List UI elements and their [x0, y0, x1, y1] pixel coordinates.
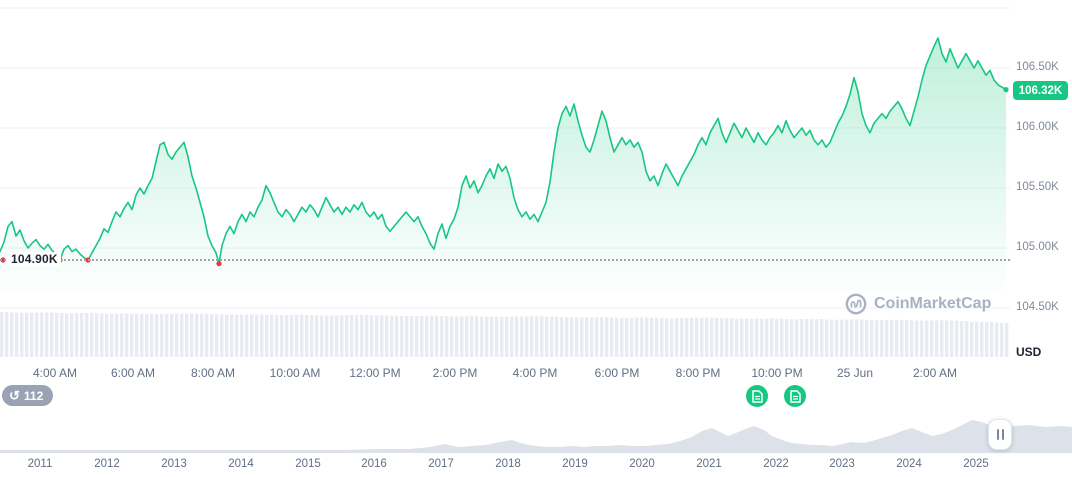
- time-label: 8:00 AM: [190, 366, 236, 380]
- year-label: 2012: [94, 458, 120, 470]
- year-label: 2011: [27, 458, 53, 470]
- document-icon: [751, 389, 763, 403]
- year-label: 2021: [696, 458, 722, 470]
- time-label: 6:00 AM: [110, 366, 156, 380]
- time-label: 25 Jun: [836, 366, 874, 380]
- document-icon: [789, 389, 801, 403]
- time-label: 10:00 PM: [751, 366, 803, 380]
- time-label: 2:00 AM: [912, 366, 958, 380]
- time-axis: 4:00 AM 6:00 AM 8:00 AM 10:00 AM 12:00 PM 2:0…: [0, 366, 1012, 382]
- history-icon: ↺: [9, 388, 20, 403]
- day-low-label: 104.90K: [8, 252, 61, 266]
- year-label: 2020: [629, 458, 655, 470]
- time-label: 6:00 PM: [594, 366, 640, 380]
- time-label: 2:00 PM: [432, 366, 478, 380]
- year-label: 2017: [428, 458, 454, 470]
- timeline-scrubber[interactable]: 2011 2012 2013 2014 2015 2016 2017 2018 2019 2020…: [0, 412, 1072, 474]
- year-label: 2016: [361, 458, 387, 470]
- price-tick-label: 105.00K: [1016, 241, 1059, 253]
- price-tick-label: 104.50K: [1016, 301, 1059, 313]
- current-price-badge: 106.32K: [1013, 81, 1068, 100]
- scrubber-handle[interactable]: [988, 419, 1012, 450]
- year-label: 2022: [763, 458, 789, 470]
- time-label: 4:00 PM: [512, 366, 558, 380]
- price-tick-label: 106.00K: [1016, 121, 1059, 133]
- price-tick-label: 105.50K: [1016, 181, 1059, 193]
- time-label: 12:00 PM: [349, 366, 401, 380]
- year-label: 2015: [295, 458, 321, 470]
- news-event-badge[interactable]: [784, 385, 806, 407]
- year-label: 2019: [562, 458, 588, 470]
- coinmarketcap-logo-icon: [845, 293, 867, 315]
- watermark: CoinMarketCap: [845, 293, 991, 315]
- volume-bars: [0, 311, 1009, 357]
- year-label: 2014: [228, 458, 254, 470]
- history-count: 112: [23, 388, 44, 403]
- time-label: 4:00 AM: [32, 366, 78, 380]
- time-label: 8:00 PM: [675, 366, 721, 380]
- price-line: [0, 37, 1007, 265]
- year-label: 2024: [896, 458, 922, 470]
- year-label: 2018: [495, 458, 521, 470]
- currency-label: USD: [1016, 345, 1042, 359]
- year-label: 2023: [829, 458, 855, 470]
- watermark-text: CoinMarketCap: [874, 295, 992, 312]
- history-count-badge[interactable]: ↺ 112: [2, 385, 54, 406]
- price-area-fill: [0, 38, 1006, 312]
- news-event-badge[interactable]: [746, 385, 768, 407]
- history-minimap[interactable]: [0, 412, 1072, 454]
- day-low-line: 104.90K: [0, 252, 1010, 266]
- price-line-chart[interactable]: [0, 0, 1012, 362]
- year-label: 2025: [963, 458, 989, 470]
- year-label: 2013: [161, 458, 187, 470]
- time-label: 10:00 AM: [269, 366, 321, 380]
- price-tick-label: 106.50K: [1016, 61, 1059, 73]
- price-axis: 106.50K 106.00K 105.50K 105.00K 104.50K 106.…: [1012, 0, 1072, 362]
